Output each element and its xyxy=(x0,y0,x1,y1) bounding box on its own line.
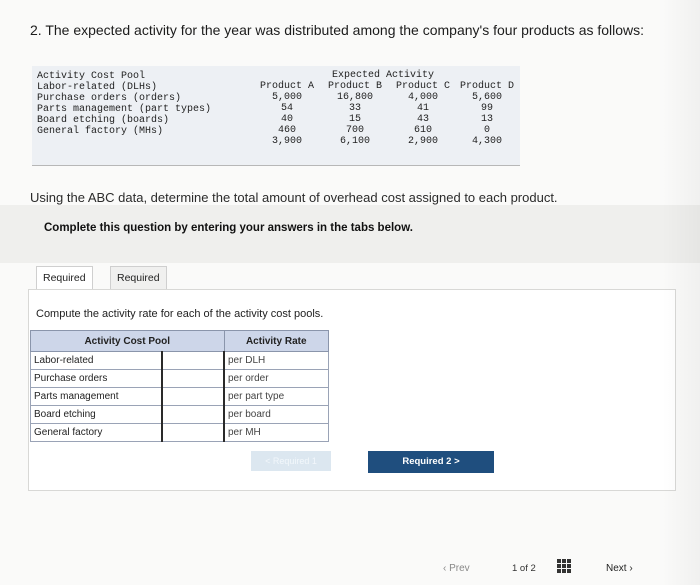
table-row: Parts management per part type xyxy=(30,387,329,406)
product-value: 40 xyxy=(280,114,293,125)
product-value: 460 xyxy=(277,125,296,136)
next-label: Next xyxy=(606,563,627,574)
activity-label: Labor-related (DLHs) xyxy=(37,82,158,93)
rate-input-labor-related[interactable] xyxy=(161,351,225,370)
edge-shadow xyxy=(662,0,700,585)
rate-unit: per part type xyxy=(223,387,329,406)
product-c-column: Product C 4,000 41 43 610 2,900 xyxy=(390,81,456,147)
instruction-banner xyxy=(0,205,700,263)
tab-required-1[interactable]: Required 1 xyxy=(36,266,93,306)
rate-input-parts-management[interactable] xyxy=(161,387,225,406)
complete-instruction: Complete this question by entering your … xyxy=(44,222,413,234)
required-1-button[interactable]: < Required 1 xyxy=(251,451,331,471)
pool-label: General factory xyxy=(30,423,163,442)
activity-cost-pool-header: Activity Cost Pool xyxy=(37,71,146,82)
pool-label: Purchase orders xyxy=(30,369,163,388)
product-header: Product B xyxy=(327,81,382,92)
product-value: 3,900 xyxy=(271,136,302,147)
product-value: 5,000 xyxy=(271,92,302,103)
tab-required-2[interactable]: Required 2 xyxy=(110,266,167,306)
activity-labels: Activity Cost Pool Labor-related (DLHs) … xyxy=(37,71,211,137)
expected-activity-header: Expected Activity xyxy=(332,70,435,81)
expected-activity-table: Expected Activity Activity Cost Pool Lab… xyxy=(32,66,520,166)
rate-unit: per DLH xyxy=(223,351,329,370)
pool-column-header: Activity Cost Pool xyxy=(30,330,225,352)
product-value: 5,600 xyxy=(471,92,502,103)
chevron-left-icon: ‹ xyxy=(443,563,447,574)
activity-rate-table: Activity Cost Pool Activity Rate Labor-r… xyxy=(30,330,329,442)
rate-input-general-factory[interactable] xyxy=(161,423,225,442)
rate-unit: per order xyxy=(223,369,329,388)
product-header: Product C xyxy=(395,81,450,92)
rate-column-header: Activity Rate xyxy=(223,330,329,352)
table-row: General factory per MH xyxy=(30,423,329,442)
table-row: Labor-related per DLH xyxy=(30,351,329,370)
activity-label: General factory (MHs) xyxy=(37,126,164,137)
product-value: 610 xyxy=(413,125,432,136)
product-d-column: Product D 5,600 99 13 0 4,300 xyxy=(454,81,520,147)
activity-label: Parts management (part types) xyxy=(37,104,212,115)
rate-unit: per board xyxy=(223,405,329,424)
product-b-column: Product B 16,800 33 15 700 6,100 xyxy=(322,81,388,147)
product-value: 700 xyxy=(345,125,364,136)
prev-label: Prev xyxy=(449,563,470,574)
question-prompt: Using the ABC data, determine the total … xyxy=(30,190,558,205)
table-row: Purchase orders per order xyxy=(30,369,329,388)
product-value: 2,900 xyxy=(407,136,438,147)
product-value: 13 xyxy=(480,114,493,125)
rate-input-purchase-orders[interactable] xyxy=(161,369,225,388)
product-header: Product A xyxy=(259,81,314,92)
product-value: 15 xyxy=(348,114,361,125)
panel-instruction: Compute the activity rate for each of th… xyxy=(36,308,324,320)
product-value: 99 xyxy=(480,103,493,114)
activity-label: Purchase orders (orders) xyxy=(37,93,182,104)
question-title: 2. The expected activity for the year wa… xyxy=(30,22,645,38)
product-value: 4,000 xyxy=(407,92,438,103)
rate-input-board-etching[interactable] xyxy=(161,405,225,424)
product-value: 0 xyxy=(483,125,490,136)
product-value: 33 xyxy=(348,103,361,114)
product-a-column: Product A 5,000 54 40 460 3,900 xyxy=(254,81,320,147)
product-value: 43 xyxy=(416,114,429,125)
prev-button[interactable]: ‹ Prev xyxy=(443,563,470,574)
required-2-button[interactable]: Required 2 > xyxy=(368,451,494,473)
rate-unit: per MH xyxy=(223,423,329,442)
product-value: 16,800 xyxy=(336,92,373,103)
grid-icon[interactable] xyxy=(557,559,571,573)
product-value: 6,100 xyxy=(339,136,370,147)
product-header: Product D xyxy=(459,81,514,92)
chevron-right-icon: › xyxy=(629,563,633,574)
table-row: Board etching per board xyxy=(30,405,329,424)
activity-label: Board etching (boards) xyxy=(37,115,170,126)
pool-label: Parts management xyxy=(30,387,163,406)
pool-label: Board etching xyxy=(30,405,163,424)
page-count: 1 of 2 xyxy=(512,563,536,574)
table-bottom-rule xyxy=(32,165,520,166)
product-value: 4,300 xyxy=(471,136,502,147)
next-button[interactable]: Next › xyxy=(606,563,633,574)
product-value: 41 xyxy=(416,103,429,114)
product-value: 54 xyxy=(280,103,293,114)
pool-label: Labor-related xyxy=(30,351,163,370)
